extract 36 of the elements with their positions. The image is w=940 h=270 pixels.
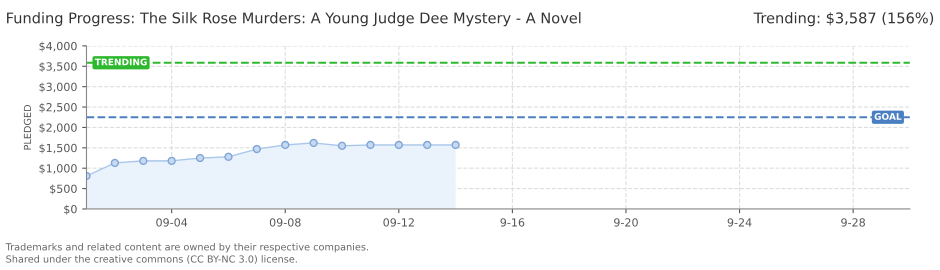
point xyxy=(224,152,233,161)
x-tick-label: 9-24 xyxy=(728,218,752,227)
y-tick-label: $2,000 xyxy=(39,123,77,134)
ref-line-label: GOAL xyxy=(874,113,902,120)
x-tick-label: 9-16 xyxy=(500,218,524,227)
y-axis-title: PLEDGED xyxy=(24,104,32,150)
point xyxy=(110,158,120,168)
point xyxy=(451,140,460,150)
ref-line-label: TRENDING xyxy=(94,58,147,66)
point xyxy=(139,156,148,166)
text: Trademarks and related content are owned by their respective companies. xyxy=(6,243,368,252)
point xyxy=(167,156,176,166)
point xyxy=(338,142,346,150)
y-tick-label: $3,500 xyxy=(39,62,77,72)
y-tick-label: $2,500 xyxy=(39,102,77,113)
x-tick-label: 09-08 xyxy=(270,218,301,227)
x-tick-label: 09-04 xyxy=(156,218,188,227)
x-tick-label: 9-20 xyxy=(614,218,638,227)
point xyxy=(196,154,204,162)
point xyxy=(252,144,262,154)
chart-subtitle: Trending: $3,587 (156%) xyxy=(754,12,934,26)
point xyxy=(366,140,375,150)
y-tick-label: $4,000 xyxy=(39,42,77,52)
point xyxy=(281,140,290,150)
point xyxy=(423,140,432,150)
y-tick-label: $0 xyxy=(64,204,77,215)
text: Shared under the creative commons (CC BY-NC 3.0) license. xyxy=(6,255,297,264)
y-tick-label: $3,000 xyxy=(39,82,77,93)
point xyxy=(309,138,318,148)
y-tick-label: $500 xyxy=(50,184,77,194)
chart-title: Funding Progress: The Silk Rose Murders: A Young Judge Dee Mystery - A Novel xyxy=(7,12,580,26)
x-tick-label: 09-12 xyxy=(383,218,414,227)
x-tick-label: 9-28 xyxy=(841,218,865,227)
y-tick-label: $1,500 xyxy=(39,144,77,154)
point xyxy=(394,140,403,150)
y-tick-label: $1,000 xyxy=(39,164,77,174)
